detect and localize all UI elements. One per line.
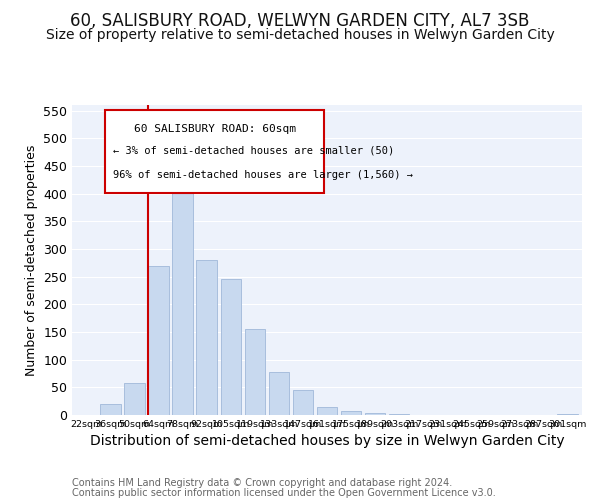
Text: 96% of semi-detached houses are larger (1,560) →: 96% of semi-detached houses are larger (… (113, 170, 413, 180)
Text: 60 SALISBURY ROAD: 60sqm: 60 SALISBURY ROAD: 60sqm (134, 124, 296, 134)
Bar (196, 260, 217, 415)
Bar (245, 329, 265, 415)
Bar (221, 280, 241, 415)
FancyBboxPatch shape (105, 110, 325, 194)
Text: Contains HM Land Registry data © Crown copyright and database right 2024.: Contains HM Land Registry data © Crown c… (72, 478, 452, 488)
Text: Contains public sector information licensed under the Open Government Licence v3: Contains public sector information licen… (72, 488, 496, 498)
Bar (124, 383, 145, 415)
Text: ← 3% of semi-detached houses are smaller (50): ← 3% of semi-detached houses are smaller… (113, 146, 394, 156)
Bar (341, 410, 361, 415)
Text: 60, SALISBURY ROAD, WELWYN GARDEN CITY, AL7 3SB: 60, SALISBURY ROAD, WELWYN GARDEN CITY, … (70, 12, 530, 30)
Bar (557, 414, 578, 415)
Text: Size of property relative to semi-detached houses in Welwyn Garden City: Size of property relative to semi-detach… (46, 28, 554, 42)
Bar (293, 390, 313, 415)
Bar (172, 172, 193, 415)
Bar (148, 266, 169, 415)
Y-axis label: Number of semi-detached properties: Number of semi-detached properties (25, 144, 38, 376)
X-axis label: Distribution of semi-detached houses by size in Welwyn Garden City: Distribution of semi-detached houses by … (89, 434, 565, 448)
Bar (365, 413, 385, 415)
Bar (389, 414, 409, 415)
Bar (317, 406, 337, 415)
Bar (100, 404, 121, 415)
Bar (269, 372, 289, 415)
